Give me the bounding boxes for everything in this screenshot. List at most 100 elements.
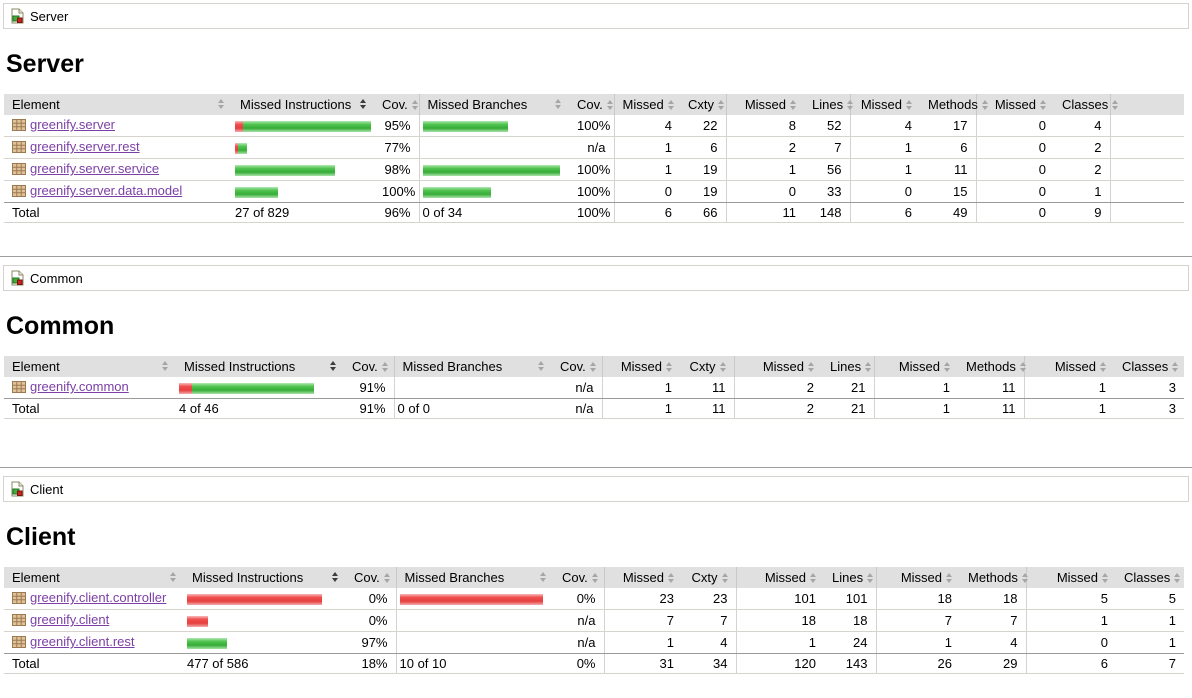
col-header-missed[interactable]: Missed (1025, 567, 1116, 588)
col-header-element[interactable]: Element (4, 567, 184, 588)
col-header-cov-[interactable]: Cov. (346, 567, 396, 588)
metric-cell: 7 (1116, 653, 1184, 674)
metric-cell: 3 (1114, 398, 1184, 419)
coverage-bar-green (238, 143, 247, 155)
col-header-methods[interactable]: Methods (960, 567, 1028, 588)
metric-cell: 1 (1116, 609, 1184, 632)
instruction-coverage-cell: 91% (344, 377, 394, 399)
col-header-classes[interactable]: Classes (1114, 356, 1184, 377)
col-header-missed[interactable]: Missed (603, 567, 682, 588)
col-header-cxty[interactable]: Cxty (680, 356, 734, 377)
col-header-label: Classes (1062, 97, 1109, 112)
col-header-label: Cxty (691, 570, 718, 585)
metric-cell: 1 (849, 136, 920, 159)
col-header-missed[interactable]: Missed (1023, 356, 1114, 377)
col-header-missed-instructions[interactable]: Missed Instructions (184, 567, 346, 588)
col-header-missed[interactable]: Missed (873, 356, 958, 377)
col-header-classes[interactable]: Classes (1116, 567, 1184, 588)
sort-down-arrow (591, 578, 598, 583)
col-header-methods[interactable]: Methods (920, 94, 988, 115)
metric-cell: 22 (680, 115, 726, 137)
metric-cell: 11 (680, 377, 734, 399)
col-header-missed[interactable]: Missed (975, 94, 1054, 115)
branch-coverage-cell: 100% (569, 158, 614, 181)
col-header-label: Missed Instructions (184, 359, 296, 374)
sort-up-arrow (808, 361, 814, 366)
breadcrumb-label: Client (30, 481, 64, 497)
package-link[interactable]: greenify.client.rest (30, 634, 135, 649)
sort-down-arrow (867, 578, 874, 583)
col-header-missed-instructions[interactable]: Missed Instructions (176, 356, 344, 377)
metric-cell: 4 (1054, 115, 1110, 137)
col-header-missed-branches[interactable]: Missed Branches (393, 356, 552, 377)
col-header-missed-instructions[interactable]: Missed Instructions (232, 94, 374, 115)
col-header-missed-branches[interactable]: Missed Branches (395, 567, 554, 588)
col-header-missed[interactable]: Missed (613, 94, 680, 115)
sort-down-arrow (810, 578, 816, 583)
coverage-bar-red (235, 121, 243, 133)
col-header-missed[interactable]: Missed (735, 567, 824, 588)
col-header-element[interactable]: Element (4, 356, 176, 377)
sort-up-arrow (383, 572, 390, 577)
col-header-cov-[interactable]: Cov. (374, 94, 419, 115)
package-link[interactable]: greenify.server.service (30, 161, 160, 176)
package-link[interactable]: greenify.common (30, 379, 129, 394)
total-row: Total 477 of 586 18% 10 of 10 0% 31 34 120 143 26… (4, 653, 1184, 674)
col-header-cov-[interactable]: Cov. (569, 94, 614, 115)
col-header-missed[interactable]: Missed (725, 94, 804, 115)
coverage-bar-cell (395, 631, 554, 654)
col-header-missed[interactable]: Missed (875, 567, 960, 588)
col-header-methods[interactable]: Methods (958, 356, 1026, 377)
total-label: Total (4, 202, 232, 223)
sort-up-arrow (1102, 572, 1108, 577)
col-header-missed[interactable]: Missed (733, 356, 822, 377)
col-header-missed-branches[interactable]: Missed Branches (418, 94, 569, 115)
col-header-lines[interactable]: Lines (824, 567, 876, 588)
sort-up-arrow (668, 572, 674, 577)
coverage-bar-green (243, 121, 371, 133)
element-cell: greenify.common (4, 377, 176, 399)
col-header-classes[interactable]: Classes (1054, 94, 1119, 115)
metric-cell: 143 (824, 653, 876, 674)
sort-up-arrow (906, 99, 912, 104)
col-header-element[interactable]: Element (4, 94, 232, 115)
metric-cell: 6 (1025, 653, 1116, 674)
sort-up-arrow (411, 99, 418, 104)
header-row: Element Missed Instructions Cov. Missed Bra… (4, 567, 1184, 588)
sort-down-arrow (847, 105, 854, 110)
sort-down-arrow (360, 105, 366, 109)
col-header-cxty[interactable]: Cxty (682, 567, 736, 588)
total-branches-cell: 0 of 0 (393, 398, 552, 419)
package-link[interactable]: greenify.server.data.model (30, 183, 183, 198)
java-package-icon (12, 139, 26, 156)
col-header-cov-[interactable]: Cov. (344, 356, 394, 377)
col-header-cxty[interactable]: Cxty (680, 94, 726, 115)
metric-cell: 24 (824, 631, 876, 654)
package-link[interactable]: greenify.server (30, 117, 116, 132)
col-header-missed[interactable]: Missed (849, 94, 920, 115)
metric-cell: 11 (920, 158, 976, 181)
sort-up-arrow (1040, 99, 1046, 104)
col-header-label: Lines (832, 570, 864, 585)
coverage-bar-cell (184, 609, 346, 632)
package-link[interactable]: greenify.server.rest (30, 139, 140, 154)
element-cell: greenify.client.rest (4, 631, 184, 654)
section-common: Common Common Element Missed Instructions… (3, 265, 1189, 419)
metric-cell: 1 (1054, 180, 1110, 203)
metric-cell: 0 (975, 202, 1054, 223)
metric-cell: 21 (822, 377, 874, 399)
col-header-lines[interactable]: Lines (822, 356, 874, 377)
package-link[interactable]: greenify.client.controller (30, 590, 167, 605)
sort-toggle-icon (865, 361, 872, 372)
col-header-label: Cov. (562, 570, 588, 585)
col-header-missed[interactable]: Missed (601, 356, 680, 377)
col-header-label: Missed (900, 570, 942, 585)
branch-coverage-cell: n/a (569, 136, 614, 159)
metric-cell: 1 (1023, 398, 1114, 419)
metric-cell: 18 (824, 609, 876, 632)
col-header-cov-[interactable]: Cov. (554, 567, 604, 588)
package-link[interactable]: greenify.client (30, 612, 110, 627)
col-header-cov-[interactable]: Cov. (552, 356, 602, 377)
java-package-icon (12, 612, 26, 629)
col-header-lines[interactable]: Lines (804, 94, 854, 115)
